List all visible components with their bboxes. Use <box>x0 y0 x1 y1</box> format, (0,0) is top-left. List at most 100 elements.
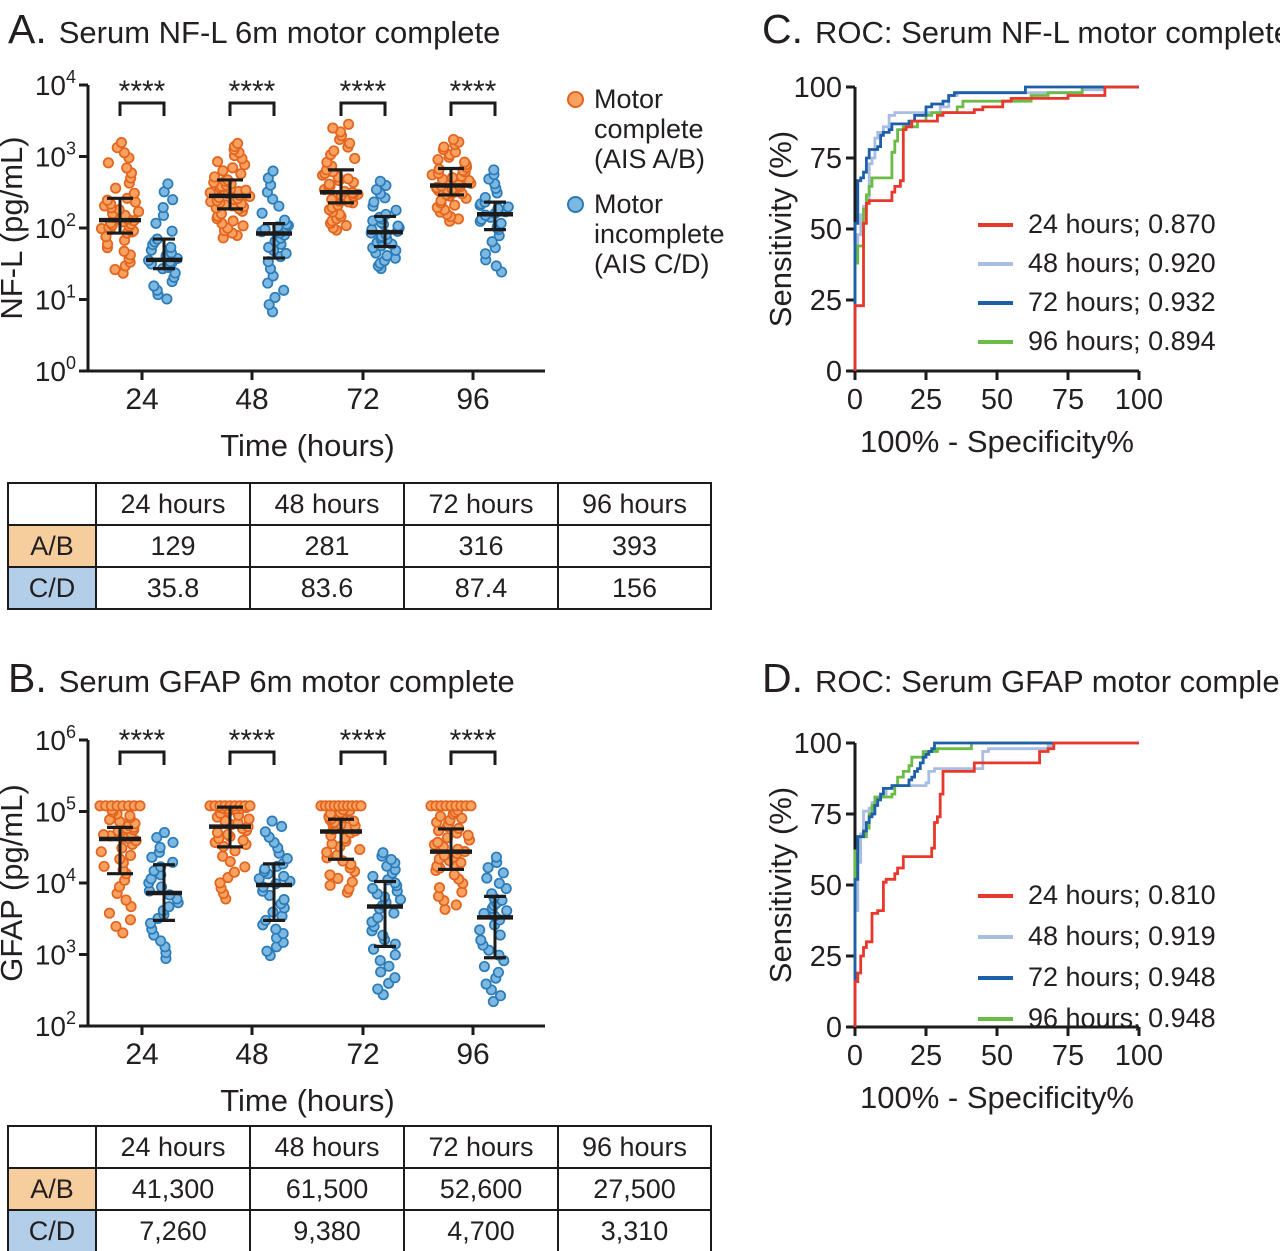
data-point <box>259 826 271 838</box>
data-point <box>217 165 229 177</box>
data-point <box>227 215 239 227</box>
significance-bracket <box>449 750 497 765</box>
data-point <box>217 850 229 862</box>
data-point <box>263 299 275 311</box>
y-tick-label: 75 <box>810 799 842 831</box>
legend-item-motor-complete: Motor complete (AIS A/B) <box>563 84 763 174</box>
data-point <box>492 966 504 978</box>
header-cell: 96 hours <box>557 1125 712 1169</box>
header-cell: 72 hours <box>403 482 559 526</box>
cluster-AB-24h <box>95 137 145 279</box>
data-point <box>486 236 498 248</box>
data-point <box>375 966 387 978</box>
data-point <box>432 836 444 848</box>
table-row: C/D 35.8 83.6 87.4 156 <box>7 566 712 610</box>
header-cell: 96 hours <box>557 482 712 526</box>
panel-c-title: C. ROC: Serum NF-L motor complete <box>762 6 1280 53</box>
nfl-median-table: 24 hours 48 hours 72 hours 96 hours A/B … <box>7 482 712 610</box>
data-point <box>494 990 507 1002</box>
y-tick-label: 101 <box>35 282 76 316</box>
x-tick-label: 96 <box>456 1038 489 1071</box>
y-tick-label: 50 <box>810 214 842 246</box>
value-cell: 87.4 <box>403 566 559 610</box>
data-point <box>110 182 122 194</box>
corner-cell <box>7 1125 97 1169</box>
y-tick-label: 50 <box>810 870 842 902</box>
data-point <box>266 815 278 827</box>
significance-stars: **** <box>450 724 497 757</box>
panel-b-title: B. Serum GFAP 6m motor complete <box>8 655 515 702</box>
cluster-CD-96h <box>474 164 514 278</box>
data-point <box>95 846 107 858</box>
data-point <box>381 250 393 262</box>
row-label-cell: C/D <box>7 1209 97 1251</box>
row-label-cell: C/D <box>7 566 97 610</box>
legend-label: 72 hours; 0.948 <box>1028 962 1216 992</box>
data-point <box>237 220 249 232</box>
data-point <box>438 141 450 153</box>
data-point <box>148 280 160 292</box>
data-point <box>449 199 461 211</box>
data-point <box>447 133 460 146</box>
significance-stars: **** <box>450 75 497 108</box>
data-point <box>390 204 402 216</box>
data-point <box>389 972 401 984</box>
data-point <box>367 870 379 882</box>
roc-curve-72hours <box>853 741 1054 1027</box>
value-cell: 281 <box>249 524 405 568</box>
significance-stars: **** <box>119 75 166 108</box>
data-point <box>495 217 507 229</box>
data-point <box>161 293 173 305</box>
data-point <box>273 200 285 212</box>
panel-c-title-text: ROC: Serum NF-L motor complete <box>815 15 1280 50</box>
data-point <box>118 245 130 257</box>
data-point <box>487 996 499 1008</box>
cluster-CD-72h <box>365 175 405 275</box>
data-point <box>474 924 486 936</box>
data-point <box>278 894 290 906</box>
data-point <box>389 949 401 961</box>
cluster-AB-24h <box>94 800 146 939</box>
data-point <box>501 905 513 917</box>
x-tick-label: 75 <box>1052 1040 1084 1072</box>
legend-row-72h: 72 hours; 0.948 <box>972 957 1280 998</box>
table-row: A/B 41,300 61,500 52,600 27,500 <box>7 1167 712 1211</box>
data-point <box>109 263 121 276</box>
table-header-row: 24 hours 48 hours 72 hours 96 hours <box>7 1125 712 1169</box>
y-tick-label: 105 <box>35 794 76 828</box>
data-point <box>154 841 166 853</box>
x-tick-label: 48 <box>235 383 268 416</box>
row-label-cell: A/B <box>7 1167 97 1211</box>
y-tick-label: 25 <box>810 941 842 973</box>
panel-d-title: D. ROC: Serum GFAP motor complete <box>762 655 1280 702</box>
value-cell: 27,500 <box>557 1167 712 1211</box>
y-tick-label: 75 <box>810 143 842 175</box>
data-point <box>278 284 290 296</box>
data-point <box>372 911 384 924</box>
group-legend: Motor complete (AIS A/B) Motor incomplet… <box>563 84 763 294</box>
value-cell: 7,260 <box>95 1209 251 1251</box>
significance-stars: **** <box>229 75 276 108</box>
header-cell: 72 hours <box>403 1125 559 1169</box>
data-point <box>490 260 502 272</box>
data-point <box>490 851 502 863</box>
panel-b-title-text: Serum GFAP 6m motor complete <box>58 664 515 699</box>
data-point <box>110 920 122 932</box>
data-point <box>450 899 462 911</box>
y-tick-label: 103 <box>35 139 76 173</box>
data-point <box>502 201 514 213</box>
data-point <box>459 156 471 168</box>
roc-gfap-legend: 24 hours; 0.810 48 hours; 0.919 72 hours… <box>972 875 1280 1039</box>
value-cell: 316 <box>403 524 559 568</box>
legend-label: 48 hours; 0.919 <box>1028 921 1216 951</box>
y-tick-label: 100 <box>794 72 842 104</box>
data-point <box>372 983 384 995</box>
blue-line-icon <box>978 300 1013 305</box>
x-tick-label: 24 <box>125 1038 158 1071</box>
panel-a-title: A. Serum NF-L 6m motor complete <box>8 6 500 53</box>
data-point <box>235 168 247 180</box>
roc-curve-24hours <box>853 85 1139 371</box>
legend-row-24h: 24 hours; 0.870 <box>972 205 1280 244</box>
data-point <box>388 907 400 919</box>
